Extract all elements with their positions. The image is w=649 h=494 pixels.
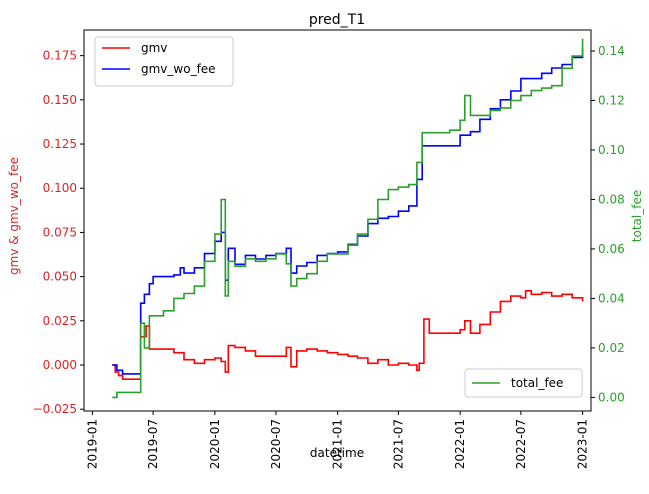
legend-gmv-wo-fee-label: gmv_wo_fee: [141, 62, 216, 76]
left-y-tick-label-6: 0.125: [43, 137, 77, 151]
x-axis-label: datetime: [310, 446, 364, 460]
x-tick-label-7: 2022-07: [514, 419, 528, 469]
left-y-axis-label: gmv & gmv_wo_fee: [7, 157, 21, 275]
x-tick-label-4: 2021-01: [331, 419, 345, 469]
series-line-total-fee: [112, 38, 584, 399]
legend-total-fee-label: total_fee: [511, 376, 563, 390]
right-y-axis: 0.00 0.02 0.04 0.06 0.08 0.10 0.12 0.14: [591, 44, 625, 404]
x-tick-label-2: 2020-01: [208, 419, 222, 469]
right-y-axis-label: total_fee: [630, 190, 644, 242]
left-y-tick-label-5: 0.100: [43, 181, 77, 195]
legend-left: gmv gmv_wo_fee: [94, 36, 234, 87]
legend-left-box: [94, 36, 234, 87]
x-axis: 2019-01 2019-07 2020-01 2020-07 2021-01 2021-…: [85, 411, 590, 469]
legend-gmv-label: gmv: [141, 41, 167, 55]
legend-right: total_fee: [464, 368, 583, 398]
left-y-tick-label-3: 0.050: [43, 270, 77, 284]
x-tick-label-1: 2019-07: [146, 419, 160, 469]
right-y-tick-label-3: 0.06: [598, 242, 625, 256]
x-tick-label-0: 2019-01: [85, 419, 99, 469]
x-tick-label-5: 2021-07: [391, 419, 405, 469]
left-y-tick-label-0: −0.025: [33, 402, 77, 416]
left-y-tick-label-7: 0.150: [43, 93, 77, 107]
left-y-tick-label-4: 0.075: [43, 225, 77, 239]
right-y-tick-label-5: 0.10: [598, 143, 625, 157]
left-y-axis: −0.025 0.000 0.025 0.050 0.075 0.100 0.125 0.15…: [33, 49, 84, 416]
left-y-tick-label-1: 0.000: [43, 358, 77, 372]
plot-lines: [112, 38, 584, 399]
x-tick-label-8: 2023-01: [576, 419, 590, 469]
chart-title: pred_T1: [309, 12, 365, 28]
right-y-tick-label-7: 0.14: [598, 44, 625, 58]
series-line-gmv: [112, 290, 584, 380]
legend-right-box: [464, 368, 583, 398]
right-y-tick-label-4: 0.08: [598, 192, 625, 206]
right-y-tick-label-1: 0.02: [598, 341, 625, 355]
left-y-tick-label-2: 0.025: [43, 314, 77, 328]
right-y-tick-label-6: 0.12: [598, 94, 625, 108]
left-y-tick-label-8: 0.175: [43, 49, 77, 63]
series-line-gmv-wo-fee: [112, 48, 584, 375]
right-y-tick-label-2: 0.04: [598, 291, 625, 305]
right-y-tick-label-0: 0.00: [598, 390, 625, 404]
x-tick-label-6: 2022-01: [453, 419, 467, 469]
x-tick-label-3: 2020-07: [269, 419, 283, 469]
